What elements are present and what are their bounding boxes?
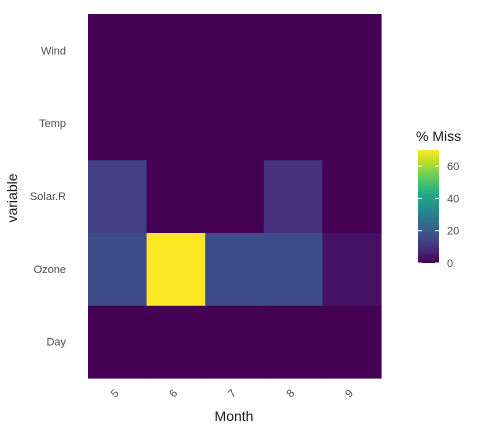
heatmap-cell: [146, 159, 206, 233]
legend-title: % Miss: [416, 128, 461, 144]
legend-tick-label: 0: [447, 258, 453, 270]
x-axis-title: Month: [215, 408, 254, 424]
y-tick-label: Ozone: [34, 264, 66, 276]
x-tick-label: 6: [167, 387, 180, 400]
y-tick-label: Day: [46, 337, 66, 349]
heatmap-cell: [146, 86, 206, 161]
heatmap-cell: [322, 305, 382, 379]
heatmap-cell: [146, 232, 206, 306]
heatmap-cell: [88, 86, 148, 161]
heatmap-cell: [88, 14, 148, 88]
heatmap-cell: [263, 305, 323, 379]
heatmap-cell: [146, 305, 206, 379]
heatmap-cell: [322, 159, 382, 233]
y-tick-label: Temp: [39, 118, 66, 130]
y-tick-label: Solar.R: [30, 191, 66, 203]
heatmap-cell: [205, 86, 265, 161]
heatmap-cell: [322, 232, 382, 306]
legend-tick-label: 60: [447, 161, 459, 173]
y-axis-title: variable: [4, 173, 20, 222]
heatmap-cell: [205, 14, 265, 88]
x-tick-label: 8: [285, 387, 298, 400]
heatmap-cell: [146, 14, 206, 88]
y-tick-label: Wind: [41, 45, 66, 57]
legend: % Miss 0 20 40 60: [416, 128, 461, 270]
heatmap-cell: [263, 159, 323, 233]
heatmap-cell: [322, 86, 382, 161]
x-tick-label: 7: [226, 387, 239, 400]
heatmap-cells: [88, 14, 382, 379]
x-tick-label: 9: [343, 387, 356, 400]
legend-tick-label: 40: [447, 193, 459, 205]
legend-tick-label: 20: [447, 226, 459, 238]
legend-ticks: 0 20 40 60: [418, 161, 459, 270]
heatmap-cell: [205, 159, 265, 233]
x-tick-labels: 5 6 7 8 9: [109, 387, 356, 400]
legend-colorbar: [418, 150, 439, 263]
heatmap-cell: [88, 232, 148, 306]
y-tick-labels: Day Ozone Solar.R Temp Wind: [30, 45, 67, 348]
heatmap-cell: [322, 14, 382, 88]
heatmap-cell: [263, 14, 323, 88]
heatmap-cell: [88, 305, 148, 379]
heatmap-cell: [205, 305, 265, 379]
x-tick-label: 5: [109, 387, 122, 400]
heatmap-cell: [263, 232, 323, 306]
heatmap-cell: [263, 86, 323, 161]
heatmap-cell: [88, 159, 148, 233]
heatmap-cell: [205, 232, 265, 306]
